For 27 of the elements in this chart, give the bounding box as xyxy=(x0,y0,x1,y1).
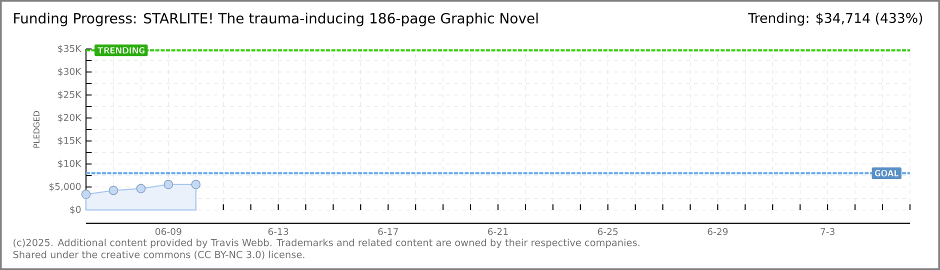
ref-line-label: TRENDING xyxy=(98,47,144,54)
y-axis-title: PLEDGED xyxy=(33,111,40,148)
y-tick-label: $25K xyxy=(58,90,82,100)
x-tick-label: 6-25 xyxy=(598,228,618,236)
point xyxy=(108,186,118,196)
x-tick-label: 06-09 xyxy=(155,228,182,236)
y-tick-label: $10K xyxy=(58,160,82,168)
y-tick-label: $5,000 xyxy=(49,182,81,192)
point xyxy=(81,190,91,200)
point xyxy=(136,184,146,194)
text: Shared under the creative commons (CC BY-NC 3.0) license. xyxy=(13,250,304,260)
text: Trending: $34,714 (433%) xyxy=(748,12,922,26)
y-tick-label: $15K xyxy=(58,136,82,146)
y-tick-label: $35K xyxy=(58,44,82,54)
x-tick-label: 6-13 xyxy=(268,228,288,236)
x-tick-label: 6-29 xyxy=(708,228,728,236)
point xyxy=(191,180,201,190)
x-tick-label: 7-3 xyxy=(820,228,834,236)
y-tick-label: $30K xyxy=(58,68,82,76)
y-tick-label: $20K xyxy=(58,114,82,122)
point xyxy=(164,180,174,190)
text: (c)2025. Additional content provided by Travis Webb. Trademarks and related content are owned by their respective companies. xyxy=(14,238,640,248)
chart-title: Funding Progress: STARLITE! The trauma-inducing 186-page Graphic Novel xyxy=(14,12,538,26)
y-tick-label: $0 xyxy=(70,206,81,214)
x-tick-label: 6-21 xyxy=(488,228,508,236)
x-tick-label: 6-17 xyxy=(378,228,398,236)
ref-line-label: GOAL xyxy=(874,170,898,176)
